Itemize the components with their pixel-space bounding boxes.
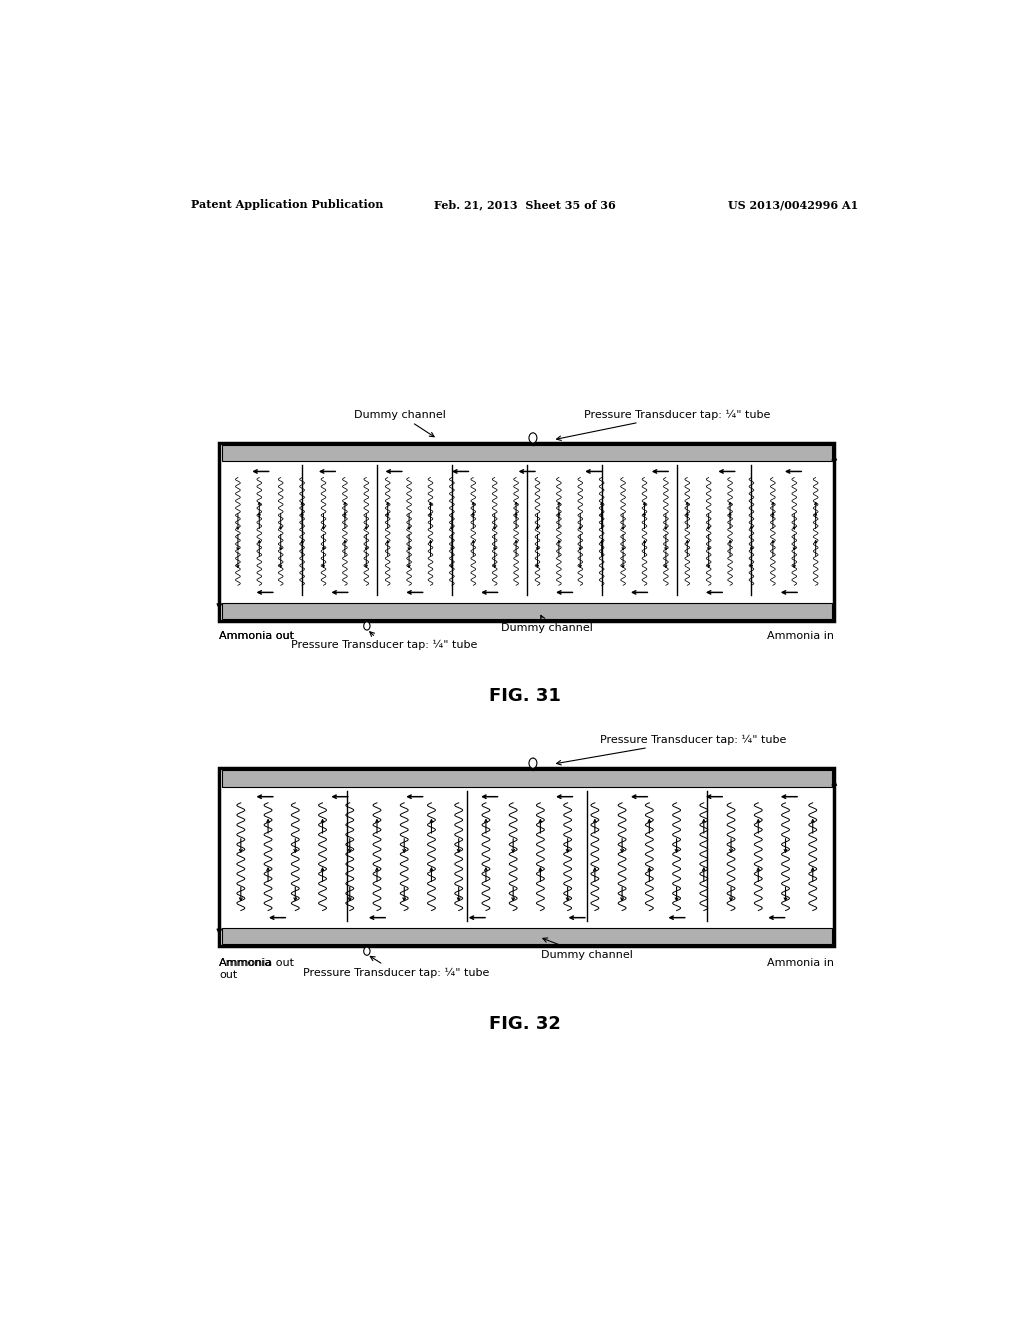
Text: Ammonia out: Ammonia out (219, 631, 294, 642)
Text: Ammonia out: Ammonia out (219, 631, 294, 642)
Text: Feb. 21, 2013  Sheet 35 of 36: Feb. 21, 2013 Sheet 35 of 36 (434, 199, 615, 210)
Bar (221, 602, 831, 619)
Circle shape (364, 948, 370, 956)
Text: Dummy channel: Dummy channel (501, 615, 593, 634)
Bar (219, 768, 835, 946)
Text: Ammonia
out: Ammonia out (219, 958, 272, 979)
Bar (219, 444, 835, 620)
Bar (221, 771, 831, 787)
Text: Pressure Transducer tap: ¼" tube: Pressure Transducer tap: ¼" tube (291, 632, 477, 651)
Text: Patent Application Publication: Patent Application Publication (191, 199, 384, 210)
Circle shape (529, 433, 537, 444)
Text: FIG. 31: FIG. 31 (488, 686, 561, 705)
Text: Pressure Transducer tap: ¼" tube: Pressure Transducer tap: ¼" tube (556, 409, 771, 441)
Text: Dummy channel: Dummy channel (541, 939, 633, 961)
Text: Dummy channel: Dummy channel (354, 409, 446, 437)
Bar (221, 445, 831, 461)
Bar (221, 928, 831, 944)
Text: Pressure Transducer tap: ¼" tube: Pressure Transducer tap: ¼" tube (303, 957, 489, 978)
Text: Pressure Transducer tap: ¼" tube: Pressure Transducer tap: ¼" tube (556, 735, 786, 764)
Text: Ammonia in: Ammonia in (767, 631, 835, 642)
Circle shape (529, 758, 537, 768)
Text: Ammonia in: Ammonia in (767, 958, 835, 969)
Text: Ammonia out: Ammonia out (219, 958, 294, 969)
Text: FIG. 32: FIG. 32 (488, 1015, 561, 1034)
Circle shape (364, 622, 370, 630)
Text: US 2013/0042996 A1: US 2013/0042996 A1 (728, 199, 858, 210)
